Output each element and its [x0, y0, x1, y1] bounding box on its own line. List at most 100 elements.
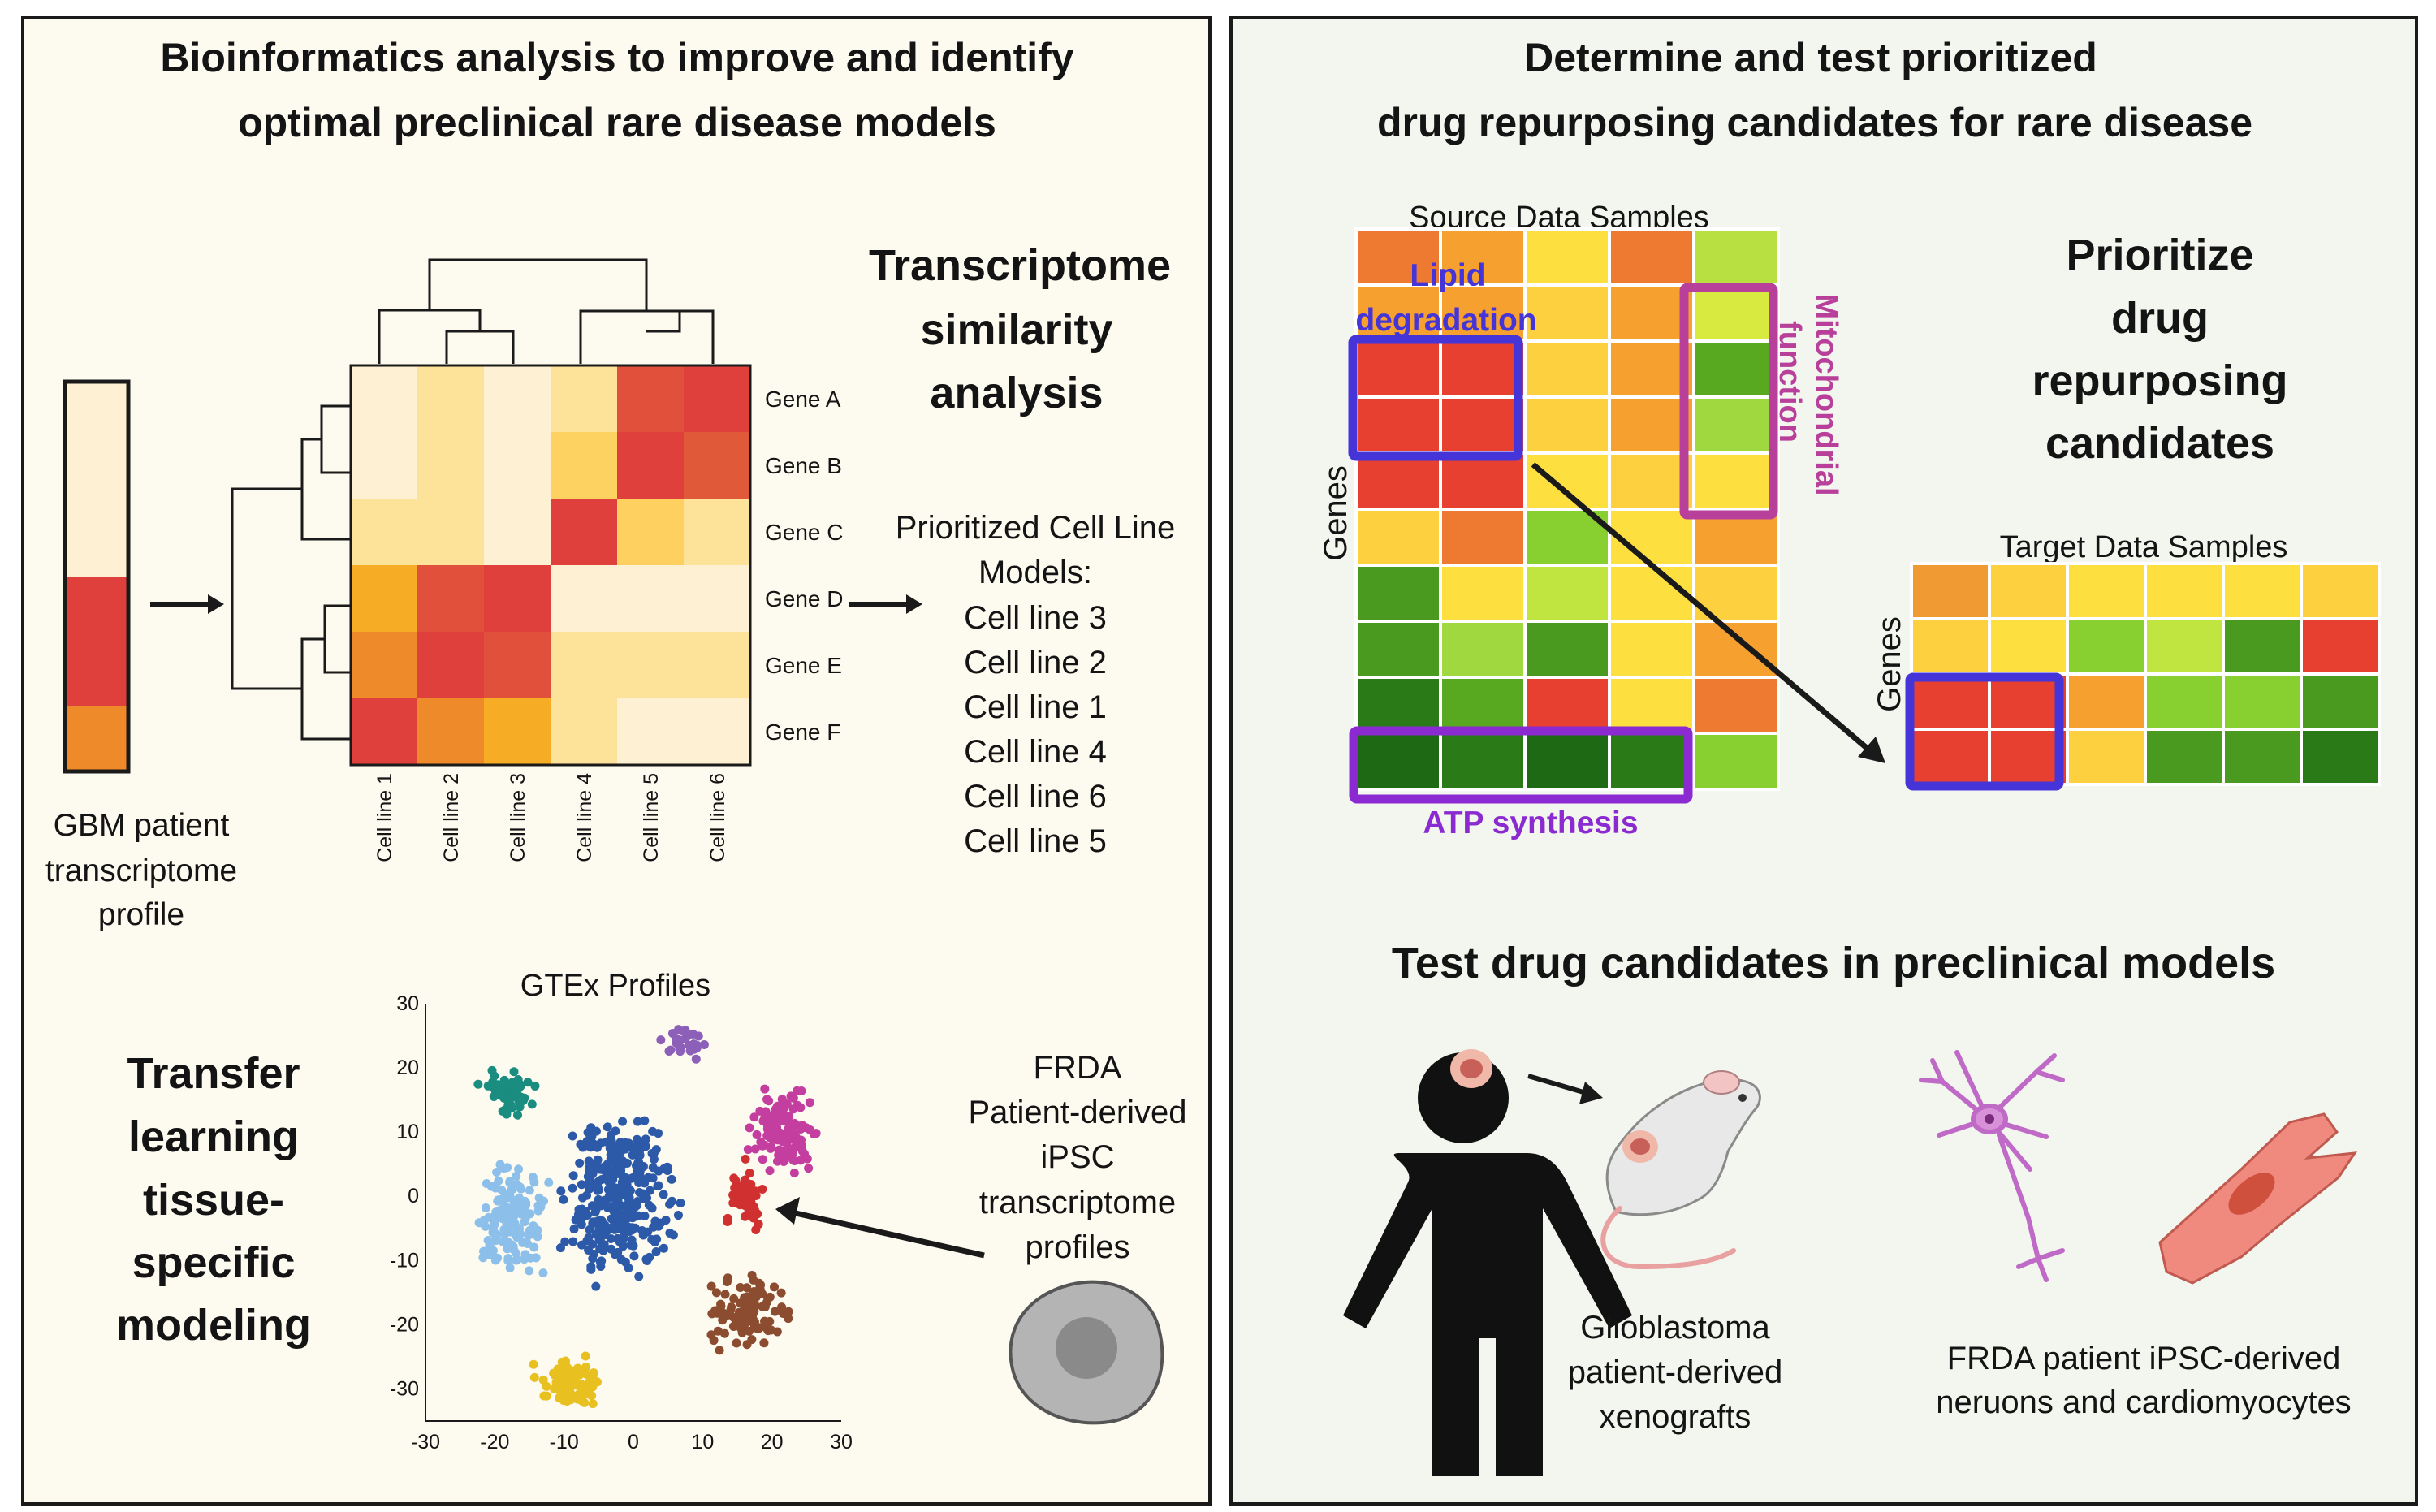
- patient-profile-cell: [65, 577, 128, 642]
- scatter-point: [624, 1193, 634, 1203]
- scatter-point: [478, 1219, 488, 1229]
- scatter-point: [770, 1307, 780, 1316]
- scatter-point: [525, 1186, 534, 1195]
- scatter-point: [750, 1144, 760, 1154]
- atp-label: ATP synthesis: [1423, 806, 1638, 840]
- scatter-point: [733, 1187, 743, 1197]
- cell-line-label: Cell line 5: [640, 773, 663, 862]
- scatter-point: [523, 1078, 533, 1087]
- scatter-point: [490, 1255, 500, 1265]
- source-heatmap-cell: [1692, 283, 1780, 343]
- scatter-point: [758, 1185, 767, 1194]
- scatter-point: [589, 1249, 598, 1259]
- scatter-point: [583, 1128, 593, 1138]
- scatter-point: [728, 1199, 738, 1208]
- scatter-point: [516, 1209, 525, 1219]
- target-heatmap-cell: [2300, 672, 2381, 731]
- heatmap-cell: [417, 365, 484, 432]
- heatmap-cell: [617, 565, 684, 632]
- frda-cells-label-line2: neruons and cardiomyocytes: [1936, 1385, 2351, 1420]
- scatter-point: [505, 1263, 515, 1272]
- similarity-heatmap: [349, 364, 752, 767]
- target-heatmap-cell: [1988, 617, 2069, 676]
- left-title-line2: optimal preclinical rare disease models: [238, 100, 996, 145]
- cell-line-label: Cell line 2: [440, 773, 463, 862]
- scatter-point: [745, 1123, 754, 1133]
- target-heatmap-cell: [1988, 562, 2069, 620]
- y-tick-label: 30: [396, 992, 419, 1015]
- scatter-point: [651, 1145, 661, 1155]
- prioritized-item: Cell line 3: [964, 600, 1107, 636]
- target-heatmap-cell: [2144, 617, 2225, 676]
- scatter-point: [797, 1147, 807, 1156]
- scatter-point: [672, 1034, 681, 1043]
- scatter-point: [711, 1288, 721, 1298]
- scatter-point: [631, 1212, 641, 1221]
- scatter-point: [504, 1081, 514, 1091]
- scatter-point: [751, 1190, 761, 1200]
- source-heatmap-cell: [1354, 620, 1442, 679]
- scatter-point: [635, 1151, 645, 1160]
- scatter-points: [473, 1025, 821, 1409]
- target-heatmap-cell: [1910, 617, 1991, 676]
- scatter-point: [780, 1116, 790, 1125]
- scatter-point: [585, 1179, 594, 1189]
- scatter-point: [656, 1035, 666, 1045]
- scatter-point: [589, 1138, 598, 1148]
- scatter-point: [492, 1087, 502, 1097]
- patient-silhouette-icon: [1343, 1049, 1632, 1476]
- scatter-point: [533, 1201, 543, 1211]
- heatmap-cell: [617, 499, 684, 565]
- frda-label-line1: FRDA: [1034, 1050, 1122, 1086]
- lipid-label-line2: degradation: [1355, 303, 1536, 338]
- frda-cells-label-line1: FRDA patient iPSC-derived: [1947, 1341, 2341, 1376]
- lipid-degradation-box: [1348, 335, 1523, 461]
- source-heatmap-cell: [1608, 620, 1695, 679]
- scatter-point: [581, 1351, 590, 1361]
- x-tick-label: -30: [411, 1431, 440, 1454]
- scatter-point: [575, 1158, 585, 1168]
- scatter-point: [501, 1223, 511, 1233]
- scatter-point: [623, 1213, 633, 1223]
- xenograft-label-line2: patient-derived: [1568, 1354, 1783, 1390]
- heatmap-cell: [351, 565, 417, 632]
- scatter-point: [577, 1204, 587, 1214]
- source-heatmap-cell: [1692, 227, 1780, 287]
- scatter-point: [693, 1031, 703, 1041]
- scatter-point: [759, 1338, 769, 1348]
- prioritize-title-line3: repurposing: [2032, 356, 2287, 405]
- scatter-point: [764, 1096, 774, 1106]
- ipsc-cell-icon: [1009, 1280, 1164, 1425]
- scatter-point: [613, 1183, 623, 1193]
- scatter-point: [789, 1168, 799, 1177]
- scatter-point: [633, 1134, 642, 1144]
- scatter-point: [531, 1253, 541, 1263]
- y-tick-label: 20: [396, 1056, 419, 1079]
- scatter-point: [749, 1205, 759, 1215]
- source-heatmap-cell: [1692, 339, 1780, 399]
- target-heatmap-cell: [2144, 728, 2225, 786]
- x-tick-label: 30: [830, 1431, 853, 1454]
- scatter-point: [619, 1233, 628, 1243]
- scatter-point: [797, 1086, 806, 1095]
- target-heatmap-cell: [2300, 728, 2381, 786]
- scatter-point: [509, 1212, 519, 1222]
- gtex-title: GTEx Profiles: [520, 969, 710, 1003]
- source-heatmap-cell: [1439, 395, 1527, 455]
- scatter-point: [720, 1290, 730, 1299]
- cell-line-label: Cell line 4: [573, 773, 596, 862]
- scatter-point: [574, 1389, 584, 1399]
- scatter-point: [728, 1321, 738, 1331]
- heatmap-cell: [417, 565, 484, 632]
- neuron-icon: [1919, 1050, 2065, 1282]
- atp-synthesis-box: [1349, 726, 1693, 804]
- scatter-point: [516, 1182, 525, 1192]
- transfer-title-line4: specific: [132, 1238, 295, 1287]
- source-heatmap-cell: [1608, 732, 1695, 791]
- source-heatmap-cell: [1523, 283, 1611, 343]
- target-heatmap-cell: [2066, 672, 2147, 731]
- scatter-point: [492, 1168, 502, 1177]
- scatter-point: [773, 1135, 783, 1145]
- source-heatmap-cell: [1439, 508, 1527, 567]
